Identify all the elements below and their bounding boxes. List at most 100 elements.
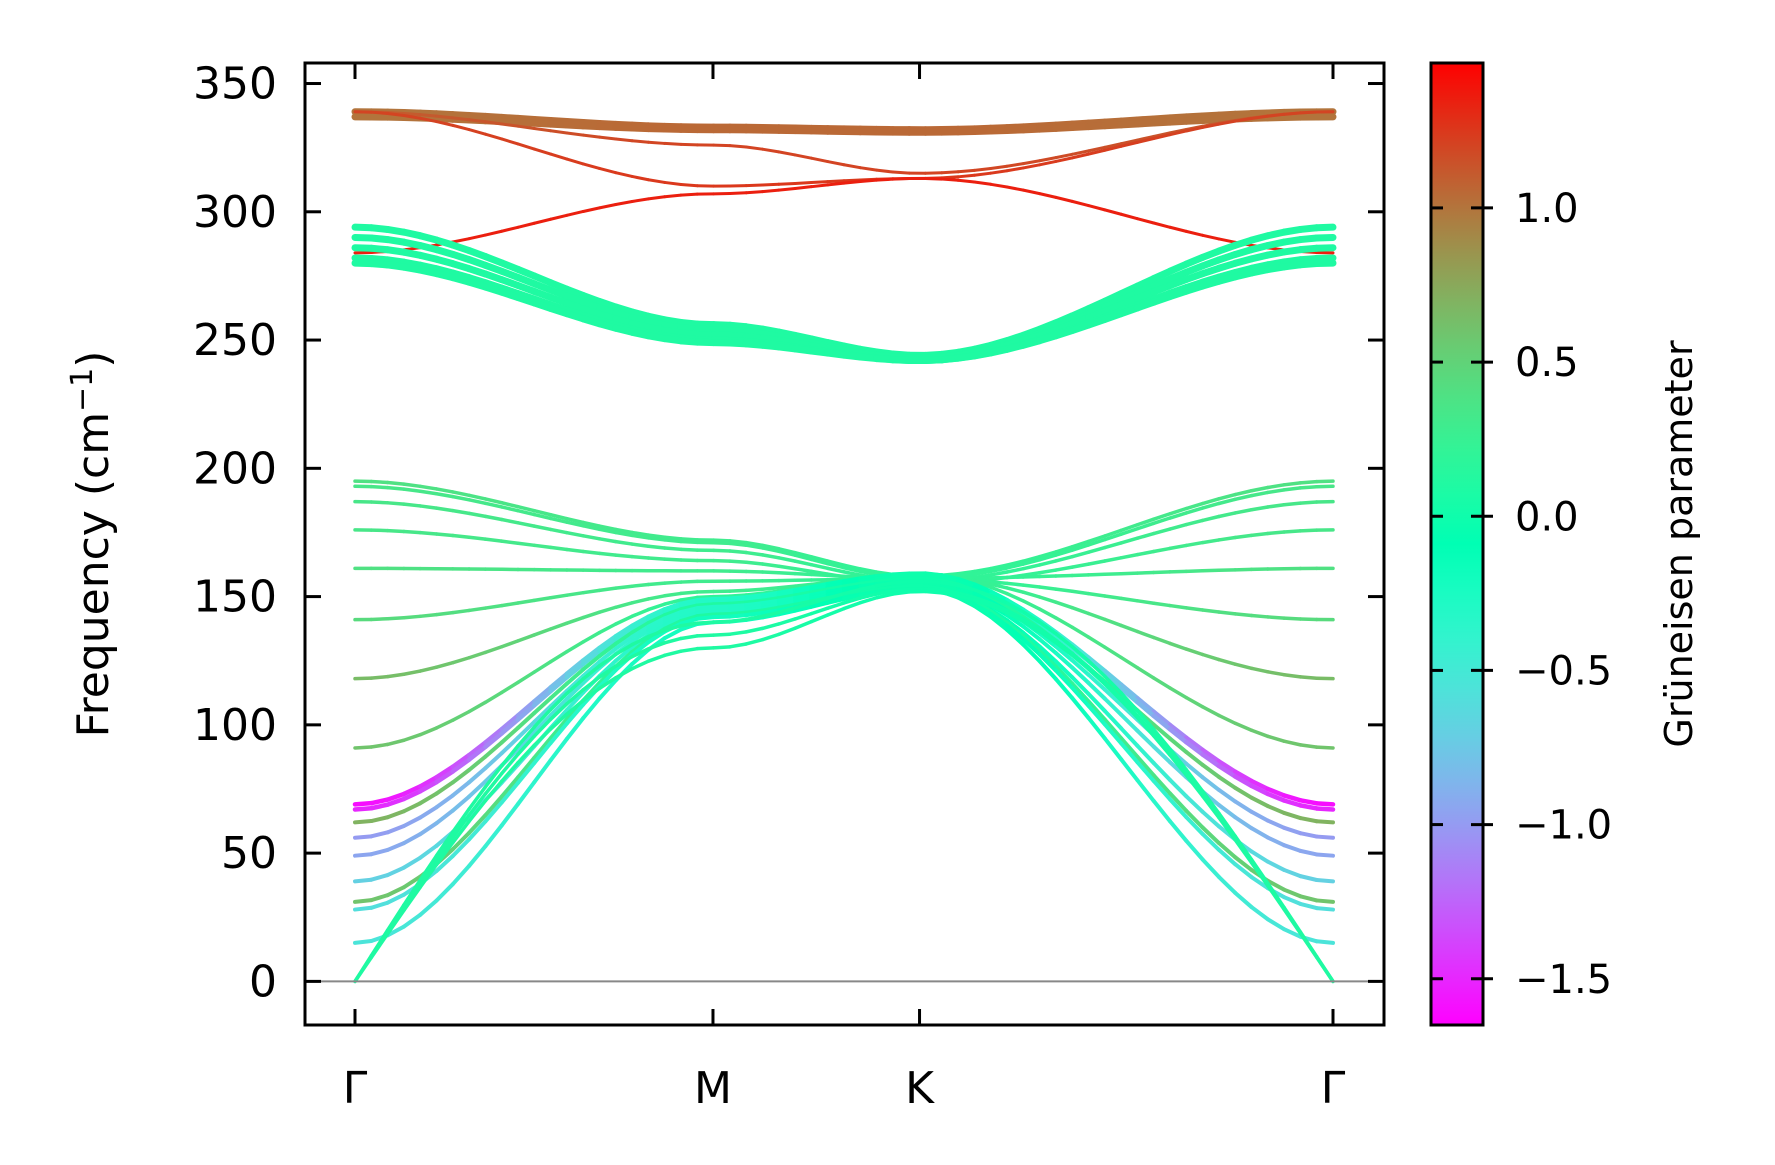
band-segment [874,589,895,596]
band-segment [679,608,700,617]
band-segment [1037,627,1058,643]
band-segment [1119,596,1140,603]
band-segment [499,752,520,776]
band-segment [1103,208,1123,216]
band-segment [728,630,748,636]
band-segment [1021,571,1042,578]
band-segment [777,549,797,557]
band-segment [516,734,537,757]
band-segment [646,628,667,639]
band-segment [1103,556,1123,563]
band-segment [1298,803,1319,811]
band-segment [777,564,797,571]
band-segment [1037,652,1058,673]
band-segment [614,584,634,590]
band-segment [727,595,749,601]
band-segment [565,530,585,538]
band-segment [565,615,585,625]
band-segment [434,882,455,903]
band-segment [369,893,390,903]
band-segment [825,559,846,567]
band-segment [1168,753,1189,777]
band-segment [1249,826,1270,840]
band-segment [1281,793,1303,803]
band-segment [1070,573,1091,578]
band-segment [1054,156,1074,163]
band-segment [385,865,406,878]
band-segment [890,576,912,582]
band-segment [1021,159,1042,166]
band-segment [548,688,569,709]
band-segment [711,612,732,617]
band-segment [1184,739,1205,757]
band-segment [548,712,569,731]
band-segment [532,685,553,704]
band-segment [842,584,863,591]
band-segment [532,696,553,716]
band-segment [646,581,667,587]
band-segment [1200,809,1221,829]
band-segment [1266,483,1286,490]
band-segment [532,688,553,708]
band-segment [1184,540,1205,548]
band-segment [1119,552,1140,560]
band-segment [1217,119,1237,126]
band-segment [1021,599,1042,611]
band-segment [580,648,602,667]
band-segment [353,852,374,858]
band-segment [1249,728,1270,739]
band-segment [777,617,797,626]
band-segment [679,603,700,612]
band-segment [630,530,651,537]
band-segment [1135,778,1156,803]
band-segment [728,191,748,196]
band-segment [564,716,586,741]
band-segment [401,789,423,802]
band-segment [1200,501,1221,510]
colorbar-title: Grüneisen parameter [1657,340,1701,748]
band-segment [988,566,1009,574]
band-segment [727,600,749,606]
band-segment [1314,819,1335,825]
band-segment [793,571,814,577]
band-segment [1282,672,1303,679]
band-segment [402,487,422,493]
band-segment [858,584,879,592]
band-segment [1005,623,1026,642]
band-segment [1217,610,1237,616]
band-segment [548,621,569,631]
y-tick-label: 200 [193,443,277,494]
band-segment [630,582,651,588]
band-segment [826,181,846,187]
band-segment [972,588,993,598]
band-segment [630,634,651,647]
band-segment [679,621,700,628]
band-segment [972,180,993,186]
band-segment [630,637,651,654]
band-segment [646,140,667,145]
band-segment [1037,607,1058,620]
band-segment [597,664,618,679]
band-segment [353,877,374,884]
band-segment [809,606,830,616]
band-segment [1053,664,1075,686]
band-segment [548,736,569,763]
band-segment [695,604,716,611]
band-band-195 [353,479,1335,578]
band-segment [1282,907,1303,935]
band-segment [598,166,618,175]
band-segment [679,192,699,197]
band-segment [614,654,634,668]
band-segment [434,793,455,810]
band-segment [614,666,634,680]
band-segment [369,528,390,533]
band-segment [793,599,814,607]
band-segment [1086,680,1107,701]
band-segment [891,587,911,593]
band-segment [467,785,488,811]
band-segment [662,619,683,631]
band-segment [940,177,960,182]
band-segment [923,589,944,595]
band-segment [679,606,700,615]
band-segment [1168,603,1189,610]
